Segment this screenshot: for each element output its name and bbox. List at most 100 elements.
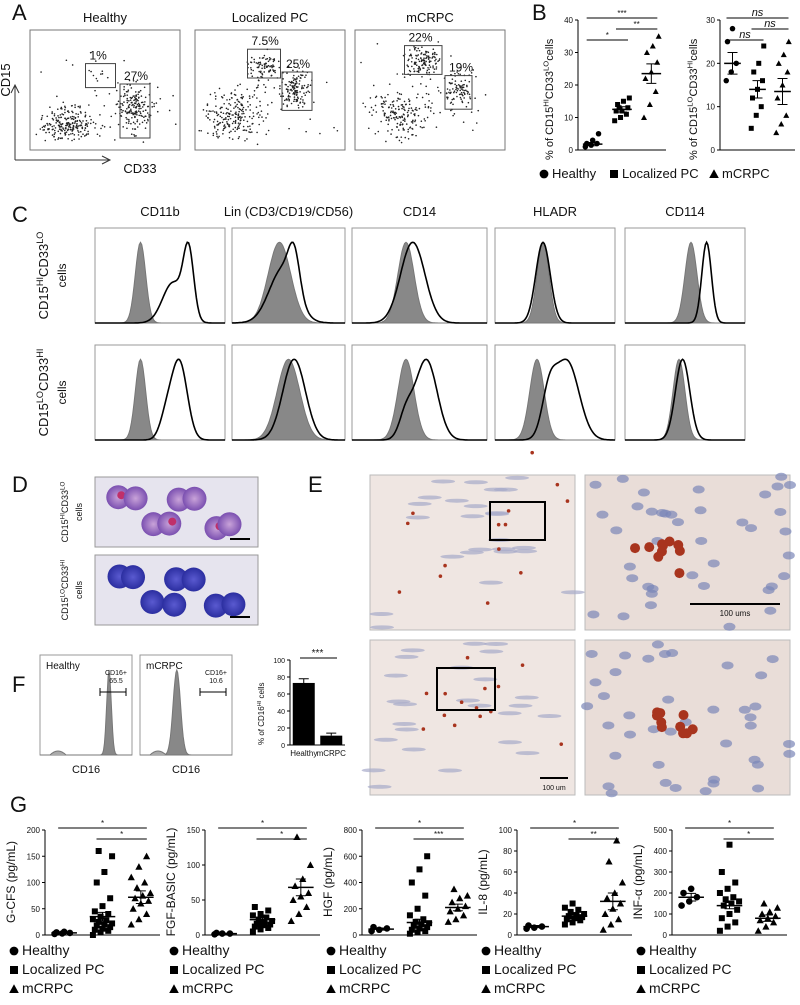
flow-dot <box>452 103 454 106</box>
flow-dot <box>461 100 463 103</box>
flow-dot <box>232 128 235 131</box>
plot-title: mCRPC <box>406 10 454 25</box>
stain-histogram <box>232 358 345 441</box>
flow-dot <box>103 104 106 107</box>
flow-dot <box>240 96 242 99</box>
flow-dot <box>237 116 239 119</box>
flow-dot <box>226 121 228 123</box>
flow-dot <box>428 60 431 62</box>
flow-dot <box>400 121 402 124</box>
nucleus <box>617 612 630 621</box>
flow-dot <box>460 91 463 94</box>
point <box>142 910 151 917</box>
flow-dot <box>372 84 375 87</box>
flow-dot <box>232 120 235 123</box>
flow-dot <box>288 127 290 130</box>
stained-cell <box>653 551 664 562</box>
point <box>785 38 792 45</box>
sem-bar <box>727 52 738 75</box>
y-axis-label: G-CFS (pg/mL) <box>4 841 18 923</box>
flow-dot <box>257 111 260 114</box>
nucleus <box>610 526 623 535</box>
flow-dot <box>286 72 288 74</box>
flow-dot <box>138 107 140 110</box>
point <box>406 930 413 937</box>
row-label: CD15HICD33LO <box>59 482 70 543</box>
sem-bar <box>752 80 763 99</box>
flow-dot <box>306 86 308 89</box>
flow-dot <box>422 59 425 61</box>
flow-dot <box>127 122 130 124</box>
flow-dot <box>74 104 76 106</box>
flow-dot <box>212 110 214 112</box>
flow-dot <box>230 92 233 94</box>
flow-dot <box>126 118 128 120</box>
point <box>101 921 108 928</box>
flow-dot <box>252 122 254 125</box>
flow-dot <box>71 117 74 120</box>
point <box>93 879 100 886</box>
flow-dot <box>432 65 434 67</box>
superscript: HI <box>35 277 45 286</box>
point <box>678 902 685 909</box>
label-part: CD33 <box>36 244 51 277</box>
flow-dot <box>122 95 125 98</box>
flow-dot <box>392 103 394 106</box>
flow-dot <box>69 123 72 126</box>
flow-dot <box>143 119 146 122</box>
flow-dot <box>69 128 72 131</box>
panel-label: G <box>10 792 27 817</box>
flow-dot <box>246 88 249 91</box>
y-axis-label: IL-8 (pg/mL) <box>476 849 490 914</box>
nucleus <box>662 695 675 704</box>
flow-dot <box>76 127 79 130</box>
point <box>732 879 739 886</box>
flow-dot <box>239 122 242 125</box>
flow-dot <box>117 123 120 126</box>
flow-dot <box>414 113 416 115</box>
flow-dot <box>61 137 63 139</box>
nucleus <box>783 749 796 758</box>
flow-dot <box>253 58 256 61</box>
flow-dot <box>133 104 135 107</box>
point <box>418 921 425 928</box>
point <box>579 914 586 921</box>
nucleus <box>744 713 757 722</box>
point <box>646 101 653 107</box>
flow-dot <box>136 120 139 123</box>
flow-dot <box>222 133 224 135</box>
flow-dot <box>216 124 218 126</box>
flow-dot <box>101 70 104 72</box>
flow-dot <box>133 135 136 137</box>
flow-dot <box>53 133 56 136</box>
flow-dot <box>120 95 122 97</box>
flow-dot <box>70 133 72 135</box>
flow-dot <box>62 101 65 104</box>
y-tick-label: 50 <box>31 905 40 914</box>
significance: ns <box>764 18 776 30</box>
gate <box>404 45 443 75</box>
gate-name: CD16+ <box>205 670 227 677</box>
flow-dot <box>67 128 69 131</box>
nucleus <box>455 698 480 703</box>
row-label: CD15LOCD33HI <box>35 349 51 437</box>
point <box>89 916 96 923</box>
flow-dot <box>94 89 96 92</box>
flow-dot <box>78 125 80 127</box>
flow-dot <box>426 116 429 119</box>
point <box>729 25 736 32</box>
flow-dot <box>301 95 303 98</box>
flow-dot <box>370 106 373 109</box>
flow-dot <box>398 139 401 142</box>
y-tick-label: 100 <box>654 910 668 919</box>
flow-dot <box>86 133 88 135</box>
point <box>481 946 491 956</box>
flow-dot <box>396 99 398 102</box>
flow-dot <box>374 104 377 107</box>
flow-dot <box>389 114 392 117</box>
flow-dot <box>151 101 153 104</box>
nucleus <box>370 625 395 630</box>
flow-dot <box>60 129 63 132</box>
panel-label: E <box>308 472 323 497</box>
gate-percent: 7.5% <box>252 34 280 48</box>
